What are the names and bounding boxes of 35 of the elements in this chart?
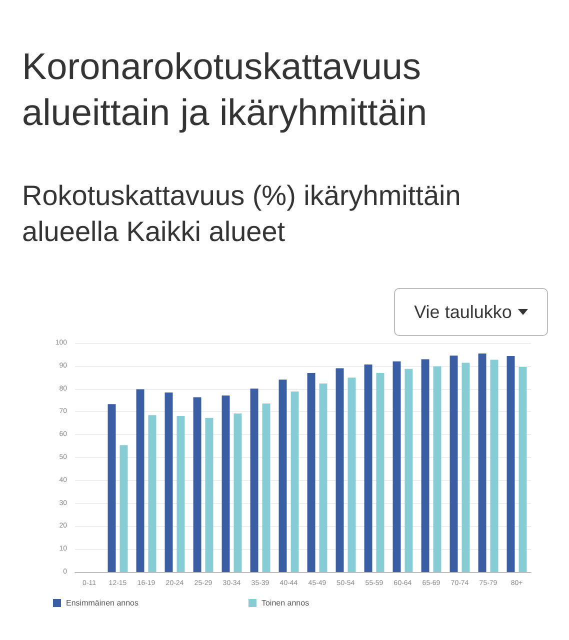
legend-label: Ensimmäinen annos — [66, 598, 138, 608]
chart-title: Koronarokotuskattavuus alueittain ja ikäryhmittäin — [22, 45, 428, 135]
bar — [205, 418, 214, 572]
bar — [348, 378, 356, 572]
bar — [336, 368, 344, 572]
bar — [164, 392, 173, 572]
bar — [262, 403, 270, 572]
bar — [108, 404, 116, 572]
chart-subtitle: Rokotuskattavuus (%) ikäryhmittäin alueella Kaikki alueet — [22, 179, 462, 249]
bar — [193, 397, 202, 572]
bar — [319, 384, 328, 572]
bar — [518, 367, 527, 572]
bar — [376, 373, 384, 572]
bar — [278, 380, 287, 572]
bar — [490, 360, 498, 572]
bar — [364, 364, 372, 572]
bar — [148, 415, 156, 572]
bar — [136, 389, 144, 572]
bar — [120, 445, 128, 572]
bar — [250, 388, 258, 572]
bar — [307, 373, 316, 572]
bar — [462, 362, 470, 572]
bar — [176, 416, 185, 572]
bar — [450, 356, 458, 572]
bar — [234, 414, 242, 572]
export-table-button[interactable]: Vie taulukko — [394, 288, 548, 336]
bar — [404, 368, 413, 572]
bar — [506, 356, 515, 572]
bar — [222, 395, 230, 572]
bar — [433, 366, 442, 572]
bar — [478, 354, 486, 572]
bar — [421, 359, 430, 572]
legend-label: Toinen annos — [261, 598, 310, 608]
bar — [392, 361, 401, 572]
bar — [290, 392, 299, 572]
